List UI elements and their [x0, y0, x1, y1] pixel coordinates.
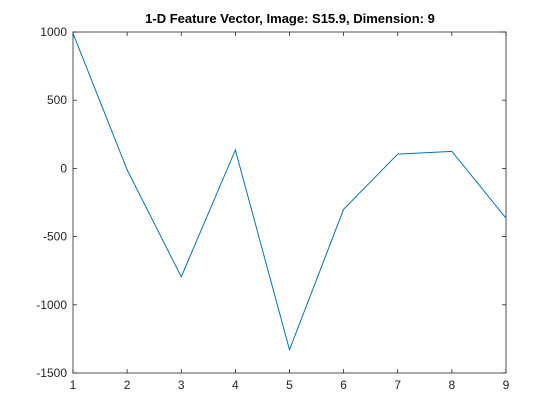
y-tick-label: -500: [43, 230, 67, 244]
x-tick-label: 3: [178, 378, 185, 392]
x-tick-label: 5: [286, 378, 293, 392]
x-tick-label: 8: [449, 378, 456, 392]
x-tick-label: 9: [503, 378, 510, 392]
axes-box: [72, 31, 507, 374]
y-tick-label: 500: [47, 93, 67, 107]
y-tick-label: 1000: [40, 25, 67, 39]
x-axis: 1 2 3 4 5 6 7 8 9: [70, 32, 510, 392]
series-line: [72, 33, 507, 352]
y-tick-label: -1500: [36, 366, 67, 380]
x-tick-label: 2: [124, 378, 131, 392]
x-tick-label: 7: [394, 378, 401, 392]
chart-title: 1-D Feature Vector, Image: S15.9, Dimens…: [145, 11, 435, 26]
y-axis: -1500 -1000 -500 0 500 1000: [36, 25, 506, 380]
plot-area: [72, 31, 507, 374]
series-layer: [72, 33, 507, 352]
y-tick-label: -1000: [36, 298, 67, 312]
y-tick-label: 0: [60, 161, 67, 175]
x-tick-label: 4: [232, 378, 239, 392]
x-tick-label: 6: [340, 378, 347, 392]
x-tick-label: 1: [70, 378, 77, 392]
